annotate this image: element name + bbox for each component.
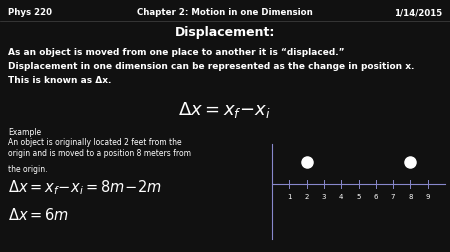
- Text: $\Delta x = x_f\!-\!x_i = 8m\!-\!2m$: $\Delta x = x_f\!-\!x_i = 8m\!-\!2m$: [8, 177, 162, 196]
- Text: 8: 8: [408, 193, 413, 199]
- Text: As an object is moved from one place to another it is “displaced.”: As an object is moved from one place to …: [8, 48, 345, 57]
- Text: the origin.: the origin.: [8, 164, 48, 173]
- Text: Chapter 2: Motion in one Dimension: Chapter 2: Motion in one Dimension: [137, 8, 313, 17]
- Text: An object is originally located 2 feet from the: An object is originally located 2 feet f…: [8, 137, 182, 146]
- Text: This is known as Δx.: This is known as Δx.: [8, 76, 112, 85]
- Text: Phys 220: Phys 220: [8, 8, 52, 17]
- Text: Displacement in one dimension can be represented as the change in position x.: Displacement in one dimension can be rep…: [8, 62, 414, 71]
- Text: 2: 2: [304, 193, 309, 199]
- Text: origin and is moved to a position 8 meters from: origin and is moved to a position 8 mete…: [8, 148, 191, 158]
- Text: 9: 9: [425, 193, 430, 199]
- Text: 3: 3: [322, 193, 326, 199]
- Text: Example: Example: [8, 128, 41, 137]
- Text: 1: 1: [287, 193, 292, 199]
- Text: 4: 4: [339, 193, 343, 199]
- Text: 5: 5: [356, 193, 361, 199]
- Text: $\Delta x = 6m$: $\Delta x = 6m$: [8, 206, 69, 222]
- Text: 7: 7: [391, 193, 396, 199]
- Text: 6: 6: [374, 193, 378, 199]
- Text: Displacement:: Displacement:: [175, 26, 275, 39]
- Text: 1/14/2015: 1/14/2015: [394, 8, 442, 17]
- Text: $\Delta x = x_f\!-\!x_i$: $\Delta x = x_f\!-\!x_i$: [179, 100, 271, 119]
